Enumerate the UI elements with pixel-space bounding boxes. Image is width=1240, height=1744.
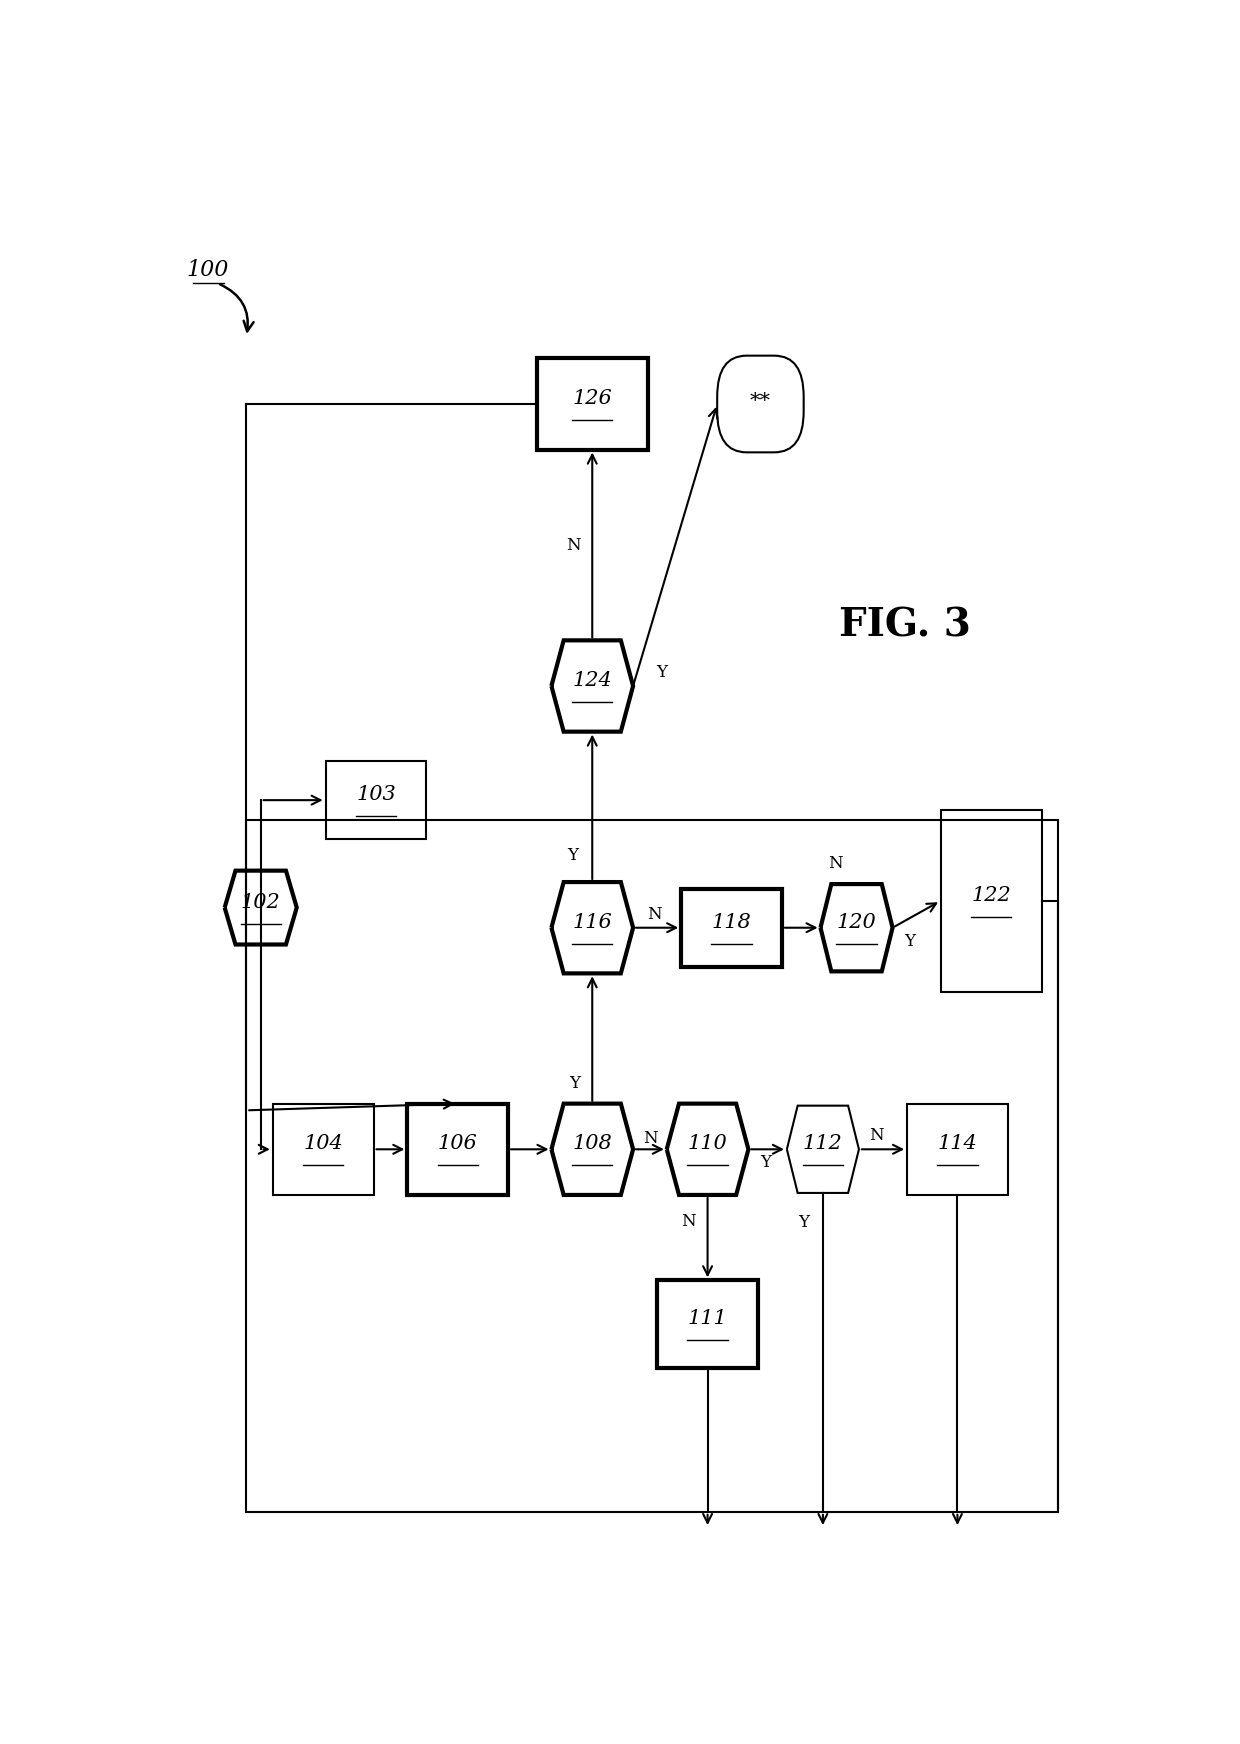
Bar: [273, 1104, 373, 1195]
Text: 112: 112: [804, 1134, 843, 1153]
Text: 102: 102: [241, 893, 280, 912]
Text: 104: 104: [304, 1134, 343, 1153]
Text: Y: Y: [656, 664, 667, 682]
Text: N: N: [869, 1127, 884, 1144]
Text: 103: 103: [356, 785, 396, 804]
Text: Y: Y: [799, 1214, 810, 1231]
Text: N: N: [681, 1214, 696, 1230]
Text: N: N: [565, 537, 580, 553]
Text: **: **: [750, 392, 771, 412]
Bar: [906, 1104, 1008, 1195]
Text: 100: 100: [187, 258, 229, 281]
Text: N: N: [828, 856, 843, 872]
Text: N: N: [647, 905, 662, 923]
Bar: [537, 358, 647, 450]
Text: 108: 108: [573, 1134, 613, 1153]
Text: 120: 120: [837, 912, 877, 931]
Text: 124: 124: [573, 671, 613, 691]
Bar: [657, 1280, 758, 1367]
Text: Y: Y: [568, 846, 579, 863]
Text: 126: 126: [573, 389, 613, 408]
Text: Y: Y: [904, 933, 915, 950]
Bar: [681, 889, 782, 966]
Text: 111: 111: [688, 1310, 728, 1327]
Text: 116: 116: [573, 912, 613, 931]
Bar: [407, 1104, 508, 1195]
Text: 118: 118: [712, 912, 751, 931]
Bar: [941, 811, 1042, 992]
Text: Y: Y: [569, 1074, 580, 1092]
Bar: [326, 760, 427, 839]
Text: N: N: [644, 1130, 657, 1148]
Bar: [247, 820, 1058, 1512]
Text: FIG. 3: FIG. 3: [838, 607, 971, 645]
Text: Y: Y: [760, 1155, 771, 1172]
Text: 114: 114: [937, 1134, 977, 1153]
Text: 122: 122: [971, 886, 1011, 905]
Text: 110: 110: [688, 1134, 728, 1153]
Text: 106: 106: [438, 1134, 477, 1153]
